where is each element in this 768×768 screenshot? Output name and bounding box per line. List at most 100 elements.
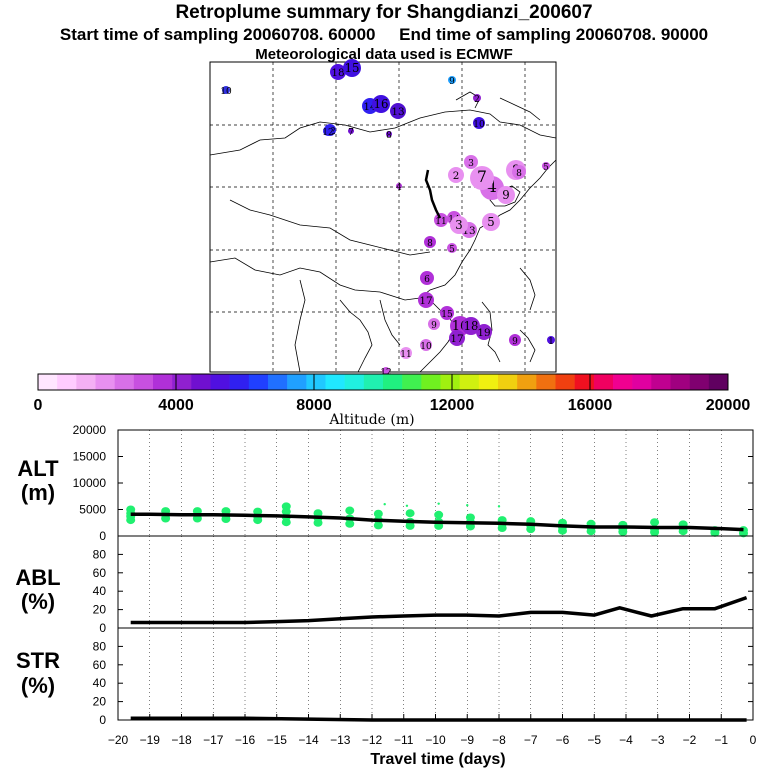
map-point-label: 19 xyxy=(477,327,490,339)
map-point-label: 11 xyxy=(400,350,411,360)
x-axis-label: Travel time (days) xyxy=(370,751,505,768)
panel-title: ALT xyxy=(17,456,59,481)
map-point: 10 xyxy=(420,339,432,352)
map-point: 7 xyxy=(348,128,354,138)
colorbar-segment xyxy=(191,374,211,390)
y-tick-label: 60 xyxy=(93,566,107,580)
map-point-label: 4 xyxy=(487,178,497,196)
x-tick-label: −9 xyxy=(460,733,474,747)
map-point-marker xyxy=(420,339,432,351)
map-point-label: 10 xyxy=(220,87,232,97)
colorbar-segment xyxy=(363,374,384,390)
panel-unit-label: (m) xyxy=(21,480,55,505)
y-tick-label: 5000 xyxy=(79,503,106,517)
figure-title: Retroplume summary for Shangdianzi_20060… xyxy=(175,2,593,23)
scatter-point xyxy=(221,507,231,516)
x-tick-label: −15 xyxy=(267,733,288,747)
map-point-label: 18 xyxy=(464,319,479,333)
x-tick-label: −8 xyxy=(492,733,506,747)
series-line xyxy=(130,716,747,722)
map-point-marker xyxy=(512,165,526,179)
map-point-label: 9 xyxy=(449,77,455,87)
map-point-label: 8 xyxy=(516,169,522,179)
colorbar-segment xyxy=(689,374,710,390)
trajectory-path xyxy=(424,169,442,219)
map-point: 3 xyxy=(464,155,478,169)
scatter-point-small xyxy=(285,503,288,506)
scatter-point-small xyxy=(383,503,386,506)
x-tick-label: −4 xyxy=(619,733,633,747)
map-point-marker xyxy=(542,162,550,170)
map-point: 2 xyxy=(448,167,464,183)
map-point: 10 xyxy=(473,117,485,130)
x-tick-label: −20 xyxy=(108,733,129,747)
colorbar-segment xyxy=(95,374,115,390)
colorbar-segment xyxy=(708,374,729,390)
colorbar-segment xyxy=(478,374,499,390)
panel-alt: 0 5000 10000 15000 20000 ALT(m) xyxy=(17,423,754,543)
end-time-label: End time of sampling 20060708. 90000 xyxy=(399,25,709,44)
map-point-marker xyxy=(372,95,390,113)
y-tick-label: 20 xyxy=(93,603,107,617)
map-point: 7 xyxy=(470,166,494,190)
panel-unit-label: (%) xyxy=(21,589,55,614)
x-tick-label: −14 xyxy=(298,733,319,747)
map-point: 5 xyxy=(542,162,550,173)
colorbar-segment xyxy=(421,374,441,390)
map-point: 9 xyxy=(497,186,515,204)
map-point: 4 xyxy=(396,183,402,193)
map-point-label: 17 xyxy=(450,333,463,345)
map-point-marker xyxy=(450,216,468,234)
map-point-label: 4 xyxy=(396,183,402,193)
map-point-marker xyxy=(473,117,485,129)
colorbar-segment xyxy=(517,374,537,390)
panel-str: 0 20 40 60 80 STR(%) xyxy=(16,627,754,727)
colorbar-label: Altitude (m) xyxy=(328,412,414,428)
map-point-label: 10 xyxy=(420,342,432,352)
map-point-label: 15 xyxy=(345,61,360,75)
map-point: 15 xyxy=(343,59,361,77)
colorbar-segment xyxy=(555,374,575,390)
map-point-label: 8 xyxy=(427,239,433,249)
map-point-marker xyxy=(330,64,346,80)
colorbar-segment xyxy=(57,374,77,390)
map-point-label: 9 xyxy=(512,337,518,347)
map-point-marker xyxy=(464,155,478,169)
map-point: 8 xyxy=(512,165,526,179)
panel-title: STR xyxy=(16,648,60,673)
map-point-label: 12 xyxy=(380,368,391,378)
colorbar-segment xyxy=(210,374,230,390)
map-point-label: 5 xyxy=(487,215,494,229)
map-point: 13 xyxy=(390,103,406,119)
map-point-marker xyxy=(382,367,390,375)
colorbar-segment xyxy=(383,374,403,390)
map-point: 12 xyxy=(322,126,334,138)
start-time-label: Start time of sampling 20060708. 60000 xyxy=(59,25,376,44)
map-point-marker xyxy=(482,213,500,231)
map-point-marker xyxy=(509,334,521,346)
map-point: 1 xyxy=(547,336,555,347)
map-point-marker xyxy=(470,166,494,190)
map-point-label: 7 xyxy=(348,128,354,138)
y-tick-label: 20 xyxy=(93,695,107,709)
colorbar-segment xyxy=(651,374,671,390)
x-tick-label: −12 xyxy=(362,733,383,747)
series-line xyxy=(130,512,744,532)
scatter-point-small xyxy=(437,502,440,505)
map-point-marker xyxy=(400,347,412,359)
map-point-marker xyxy=(424,236,436,248)
x-axis: −20 −19 −18 −17 −16 −15 −14 −13 −12 −11 −10 −9 −8 −7−… xyxy=(108,714,757,768)
colorbar-segment xyxy=(268,374,288,390)
map-point: 2 xyxy=(473,94,481,105)
x-tick-label: −10 xyxy=(425,733,446,747)
map-point-label: 9 xyxy=(502,188,509,202)
map-point: 17 xyxy=(449,330,465,346)
map-point-marker xyxy=(386,131,392,137)
panel-abl: 0 20 40 60 80 ABL(%) xyxy=(15,535,754,635)
map-point-marker xyxy=(343,59,361,77)
map-point-marker xyxy=(396,183,402,189)
map-point: 6 xyxy=(420,271,434,285)
colorbar-segment xyxy=(498,374,518,390)
scatter-point-small xyxy=(497,505,501,508)
